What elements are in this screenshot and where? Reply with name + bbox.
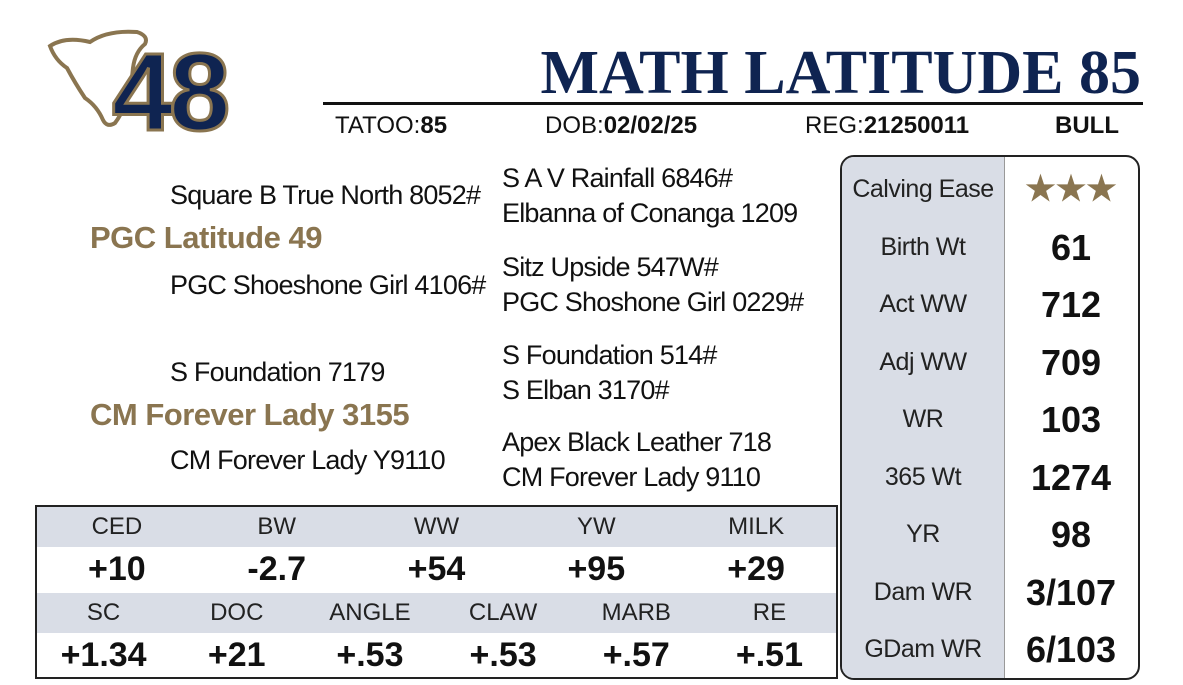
pedigree: Sitz Upside 547W#	[502, 252, 719, 282]
tatoo: TATOO:85	[335, 112, 447, 140]
performance-panel: Calving Ease ★★★ Birth Wt 61 Act WW 712 Adj WW…	[840, 155, 1140, 680]
pedigree: S A V Rainfall 6846#	[502, 163, 733, 193]
reg: REG:21250011	[805, 112, 969, 140]
performance-label: Birth Wt	[880, 232, 966, 261]
epd-value: +.53	[336, 636, 404, 674]
epd-label: RE	[752, 599, 787, 626]
performance-value: 712	[1040, 284, 1102, 325]
cow-head-icon	[47, 29, 148, 127]
lot-number: 48	[110, 31, 231, 154]
epd-value: +.51	[735, 636, 803, 674]
epd-value: +10	[88, 550, 146, 588]
label: TATOO:	[335, 112, 421, 139]
performance-row: 365 Wt 1274	[842, 449, 1138, 506]
performance-row: GDam WR 6/103	[842, 621, 1138, 678]
epd-label: MARB	[601, 599, 671, 626]
performance-value: 709	[1040, 341, 1102, 383]
performance-value: 98	[1050, 514, 1092, 555]
pedigree: S Elban 3170#	[502, 375, 670, 405]
pedigree: Square B True North 8052#	[170, 180, 481, 210]
performance-label: 365 Wt	[884, 462, 962, 491]
epd-label: BW	[257, 513, 297, 540]
epd-value: +29	[727, 550, 785, 588]
pedigree: CM Forever Lady Y9110	[170, 445, 446, 475]
value: 21250011	[863, 112, 970, 139]
epd-value: -2.7	[247, 550, 306, 588]
performance-label: Adj WW	[879, 347, 967, 376]
epd-value: +21	[207, 636, 266, 674]
sex: BULL	[1055, 112, 1119, 139]
performance-value: 1274	[1030, 456, 1112, 498]
performance-row: Act WW 712	[842, 276, 1138, 333]
performance-label: Dam WR	[873, 577, 973, 606]
epd-label: CLAW	[468, 599, 538, 626]
value: 85	[420, 112, 448, 139]
performance-value: 103	[1040, 399, 1102, 440]
pedigree-sire: PGC Latitude 49	[90, 220, 322, 255]
label: DOB:	[545, 112, 604, 139]
epd-value: +1.34	[60, 636, 147, 674]
animal-name: MATH LATITUDE 85	[540, 39, 1141, 107]
performance-value: 6/103	[1025, 629, 1117, 670]
performance-row: WR 103	[842, 391, 1138, 448]
epd-label: SC	[86, 599, 121, 626]
epd-value: +.53	[469, 636, 537, 674]
performance-row: Calving Ease ★★★	[842, 161, 1138, 218]
epd-value: +95	[567, 550, 626, 588]
pedigree: S Foundation 7179	[170, 357, 385, 387]
pedigree: Apex Black Leather 718	[502, 427, 772, 457]
performance-value: 3/107	[1025, 571, 1117, 613]
performance-row: Adj WW 709	[842, 334, 1138, 391]
performance-value: ★★★	[1025, 170, 1117, 208]
performance-row: YR 98	[842, 506, 1138, 563]
divider	[323, 102, 1143, 105]
performance-label: WR	[902, 405, 944, 433]
pedigree: CM Forever Lady 9110	[502, 462, 761, 492]
pedigree-dam: CM Forever Lady 3155	[90, 397, 410, 432]
performance-label: GDam WR	[864, 635, 982, 663]
epd-label: WW	[413, 513, 460, 540]
label-column	[842, 157, 1005, 678]
epd-label: ANGLE	[329, 599, 411, 626]
epd-label-row: SC DOC ANGLE CLAW MARB RE	[37, 593, 836, 633]
epd-label-row: CED BW WW YW MILK	[37, 507, 836, 547]
performance-row: Dam WR 3/107	[842, 564, 1138, 621]
performance-value: 61	[1050, 226, 1092, 268]
epd-label: DOC	[210, 599, 264, 626]
pedigree: PGC Shoeshone Girl 4106#	[170, 270, 486, 300]
value: 02/02/25	[603, 112, 698, 139]
label: REG:	[805, 112, 864, 139]
epd-label: MILK	[728, 513, 785, 540]
epd-label: YW	[576, 513, 616, 540]
performance-label: Act WW	[879, 290, 967, 318]
epd-value-row: +1.34 +21 +.53 +.53 +.57 +.51	[37, 633, 836, 677]
epd-value: +.57	[602, 636, 670, 674]
performance-row: Birth Wt 61	[842, 219, 1138, 276]
pedigree: S Foundation 514#	[502, 340, 717, 370]
performance-label: Calving Ease	[852, 175, 994, 203]
pedigree: Elbanna of Conanga 1209	[502, 198, 798, 228]
dob: DOB:02/02/25	[545, 112, 697, 140]
epd-table: CED BW WW YW MILK +10 -2.7 +54 +95 +29 SC DOC ANGLE C…	[35, 505, 838, 679]
epd-value: +54	[407, 550, 466, 588]
epd-value-row: +10 -2.7 +54 +95 +29	[37, 547, 836, 591]
pedigree: PGC Shoshone Girl 0229#	[502, 287, 804, 317]
epd-label: CED	[91, 513, 143, 540]
performance-label: YR	[906, 520, 940, 548]
